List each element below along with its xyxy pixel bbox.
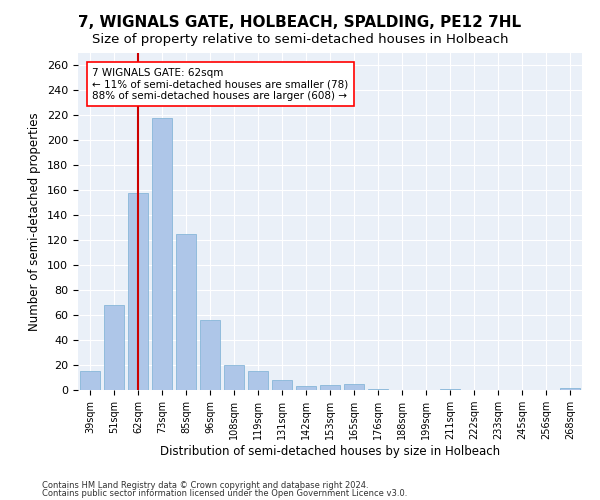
- Bar: [368, 389, 388, 390]
- Bar: [104, 305, 124, 390]
- Text: 7, WIGNALS GATE, HOLBEACH, SPALDING, PE12 7HL: 7, WIGNALS GATE, HOLBEACH, SPALDING, PE1…: [79, 15, 521, 30]
- Bar: [440, 389, 460, 390]
- X-axis label: Distribution of semi-detached houses by size in Holbeach: Distribution of semi-detached houses by …: [160, 445, 500, 458]
- Text: Contains public sector information licensed under the Open Government Licence v3: Contains public sector information licen…: [42, 489, 407, 498]
- Text: 7 WIGNALS GATE: 62sqm
← 11% of semi-detached houses are smaller (78)
88% of semi: 7 WIGNALS GATE: 62sqm ← 11% of semi-deta…: [92, 68, 349, 100]
- Bar: [80, 371, 100, 390]
- Bar: [560, 388, 580, 390]
- Bar: [152, 118, 172, 390]
- Text: Size of property relative to semi-detached houses in Holbeach: Size of property relative to semi-detach…: [92, 32, 508, 46]
- Bar: [128, 192, 148, 390]
- Y-axis label: Number of semi-detached properties: Number of semi-detached properties: [28, 112, 41, 330]
- Bar: [344, 384, 364, 390]
- Bar: [320, 385, 340, 390]
- Bar: [248, 371, 268, 390]
- Bar: [176, 234, 196, 390]
- Bar: [272, 380, 292, 390]
- Text: Contains HM Land Registry data © Crown copyright and database right 2024.: Contains HM Land Registry data © Crown c…: [42, 480, 368, 490]
- Bar: [224, 365, 244, 390]
- Bar: [200, 320, 220, 390]
- Bar: [296, 386, 316, 390]
